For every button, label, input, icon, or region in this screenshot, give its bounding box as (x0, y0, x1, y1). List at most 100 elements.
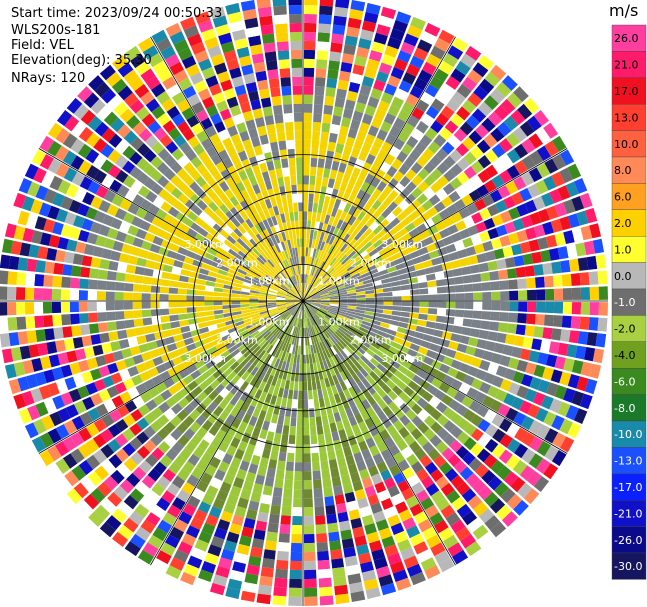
ppi-gate (482, 194, 495, 207)
ppi-gate (318, 370, 324, 380)
ppi-gate (94, 121, 109, 137)
ppi-gate (383, 369, 394, 379)
ppi-gate (518, 301, 528, 312)
ppi-gate (491, 301, 501, 311)
ppi-gate (101, 174, 115, 189)
ppi-gate (324, 280, 334, 287)
ppi-gate (308, 202, 313, 212)
ppi-gate (205, 125, 217, 138)
ppi-gate (317, 550, 330, 561)
ppi-gate (553, 302, 564, 314)
ppi-gate (504, 334, 516, 345)
ppi-gate (294, 301, 303, 304)
ppi-gate (365, 2, 381, 15)
ppi-gate (487, 227, 499, 240)
ppi-gate (303, 489, 313, 499)
ppi-gate (268, 384, 275, 395)
ppi-gate (359, 224, 369, 235)
ppi-gate (247, 340, 257, 349)
ppi-gate (242, 413, 252, 424)
ppi-gate (413, 511, 428, 525)
colorbar-swatch (611, 235, 647, 263)
ppi-gate (559, 216, 572, 231)
ppi-gate (61, 276, 71, 288)
ppi-gate (414, 447, 427, 461)
ppi-gate (277, 387, 284, 398)
ppi-gate (499, 433, 514, 448)
ppi-gate (219, 264, 230, 272)
ppi-gate (458, 362, 471, 374)
ppi-gate (525, 362, 537, 375)
ppi-gate (216, 273, 227, 280)
ppi-gate (204, 310, 215, 317)
ppi-gate (326, 78, 338, 89)
ppi-gate (56, 475, 73, 492)
ppi-gate (112, 240, 124, 252)
ppi-gate (245, 471, 256, 483)
ppi-gate (260, 566, 274, 578)
ppi-gate (223, 540, 238, 553)
ppi-gate (261, 143, 271, 154)
ppi-gate (365, 374, 375, 385)
ppi-gate (386, 165, 398, 178)
ppi-gate (379, 322, 390, 329)
ppi-gate (443, 534, 459, 550)
ppi-gate (277, 306, 287, 311)
ppi-gate (296, 301, 303, 308)
ppi-gate (160, 201, 172, 213)
ppi-gate (328, 309, 338, 314)
ppi-gate (110, 372, 123, 385)
ppi-gate (310, 344, 314, 355)
ppi-gate (212, 355, 223, 364)
ppi-gate (344, 332, 354, 341)
ppi-gate (450, 113, 465, 128)
ppi-gate (398, 80, 413, 93)
ppi-gate (353, 335, 364, 343)
ppi-gate (261, 329, 270, 337)
ppi-gate (197, 321, 208, 329)
ppi-gate (304, 318, 306, 328)
ppi-gate (241, 284, 251, 290)
ppi-gate (225, 176, 236, 188)
ppi-gate (494, 105, 509, 121)
ppi-gate (130, 136, 144, 151)
ppi-gate (186, 228, 198, 238)
ppi-gate (202, 257, 213, 266)
ppi-gate (357, 200, 367, 211)
ppi-gate (240, 332, 251, 340)
ppi-gate (268, 132, 278, 143)
ppi-gate (393, 237, 404, 247)
ppi-gate (319, 351, 326, 361)
ppi-gate (220, 169, 231, 181)
ppi-gate (175, 340, 186, 349)
ppi-gate (207, 324, 218, 332)
ppi-gate (197, 273, 208, 281)
ppi-gate (506, 422, 521, 437)
ppi-gate (303, 444, 311, 454)
ppi-gate (141, 293, 151, 301)
ppi-gate (339, 371, 348, 381)
ppi-gate (416, 223, 428, 234)
ppi-gate (515, 266, 526, 278)
ppi-gate (185, 525, 200, 539)
ppi-gate (542, 262, 553, 275)
ppi-gate (356, 304, 366, 308)
ppi-gate (453, 199, 466, 211)
ppi-gate (114, 291, 124, 301)
ppi-gate (333, 198, 342, 209)
ppi-gate (8, 207, 22, 224)
ppi-gate (326, 386, 334, 397)
ppi-gate (387, 36, 402, 50)
ppi-gate (231, 514, 245, 527)
ppi-gate (480, 320, 491, 330)
ppi-gate (443, 420, 456, 433)
ppi-gate (229, 384, 240, 396)
ppi-gate (351, 424, 361, 435)
ppi-gate (279, 442, 288, 453)
ppi-gate (406, 25, 423, 39)
ppi-gate (242, 281, 252, 287)
colorbar-swatch (611, 77, 647, 105)
ppi-gate (129, 99, 145, 114)
ppi-gate (320, 379, 326, 389)
ppi-gate (417, 39, 433, 53)
